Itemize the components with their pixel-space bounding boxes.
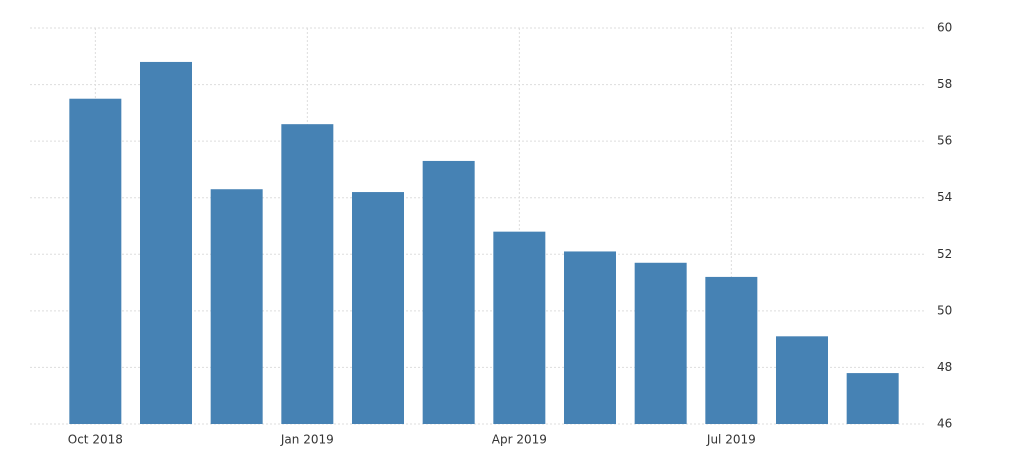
x-tick-label: Apr 2019 xyxy=(492,433,547,447)
bar xyxy=(705,276,758,424)
y-tick-label: 48 xyxy=(937,360,952,374)
bar xyxy=(564,251,616,424)
bar xyxy=(846,373,899,424)
y-tick-label: 50 xyxy=(937,303,952,317)
y-tick-label: 46 xyxy=(937,417,952,431)
x-tick-label: Jul 2019 xyxy=(706,433,756,447)
bar xyxy=(493,231,546,424)
y-tick-label: 56 xyxy=(937,134,952,148)
bar xyxy=(69,98,122,424)
bar xyxy=(210,189,263,424)
x-tick-label: Oct 2018 xyxy=(68,433,123,447)
bar xyxy=(776,336,828,424)
y-tick-label: 54 xyxy=(937,190,952,204)
y-tick-label: 60 xyxy=(937,21,952,35)
bar xyxy=(634,262,687,424)
bar xyxy=(422,160,475,424)
bar xyxy=(140,61,192,424)
y-tick-label: 52 xyxy=(937,247,952,261)
bar xyxy=(352,192,404,424)
x-tick-label: Jan 2019 xyxy=(280,433,334,447)
y-tick-label: 58 xyxy=(937,77,952,91)
bar xyxy=(281,124,334,425)
